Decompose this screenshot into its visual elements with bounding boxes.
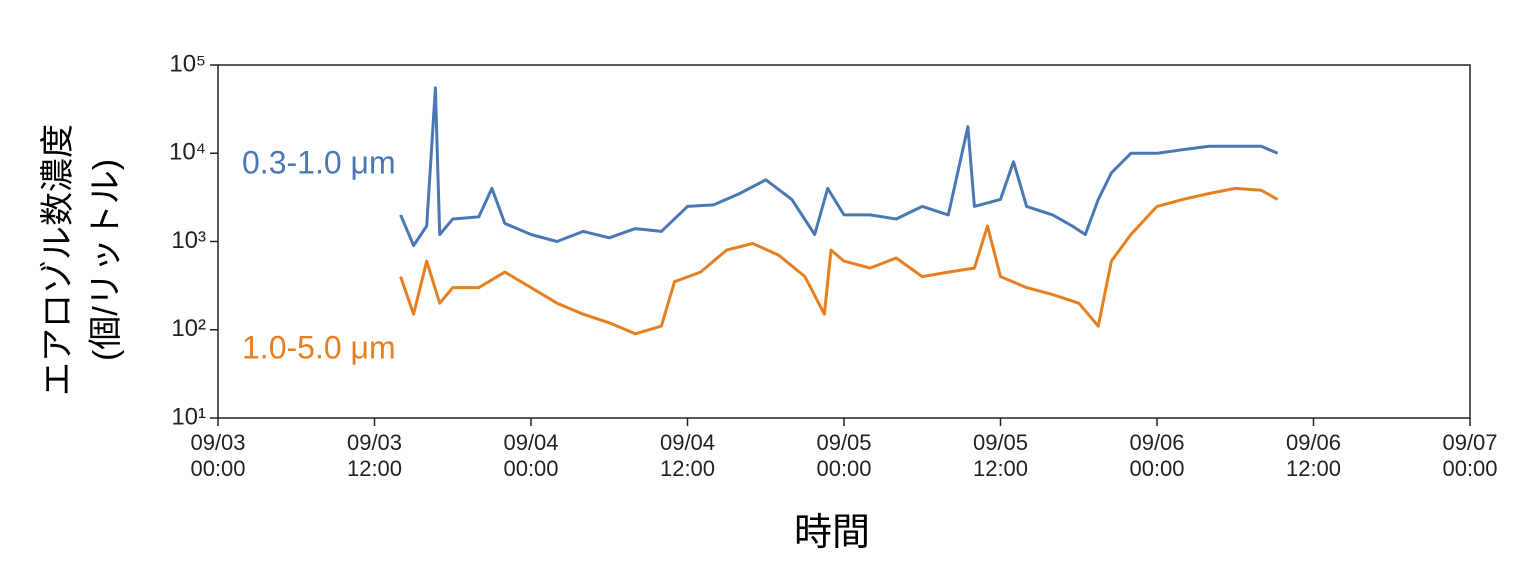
series-label: 1.0-5.0 μm xyxy=(242,329,396,365)
y-tick-label: 10² xyxy=(171,315,206,342)
y-tick-label: 10¹ xyxy=(171,403,206,430)
series-label: 0.3-1.0 μm xyxy=(242,144,396,180)
plot-frame xyxy=(217,64,1471,419)
x-tick-label: 09/04 12:00 xyxy=(659,430,716,481)
x-axis-label: 時間 xyxy=(794,512,870,554)
x-tick-label: 09/06 12:00 xyxy=(1285,430,1342,481)
x-tick-label: 09/05 00:00 xyxy=(816,430,872,481)
x-tick-label: 09/05 12:00 xyxy=(972,430,1029,481)
x-tick-label: 09/07 00:00 xyxy=(1442,430,1498,481)
y-tick-label: 10³ xyxy=(171,227,206,254)
x-tick-label: 09/03 12:00 xyxy=(346,430,403,481)
x-tick-label: 09/04 00:00 xyxy=(503,430,559,481)
y-axis-label: (個/リットル) xyxy=(87,159,125,361)
x-tick-label: 09/06 00:00 xyxy=(1129,430,1185,481)
x-tick-label: 09/03 00:00 xyxy=(190,430,246,481)
y-axis-label: エアロゾル数濃度 xyxy=(39,124,77,396)
series-line xyxy=(399,186,1279,336)
series-line xyxy=(399,86,1279,247)
y-tick-label: 10⁵ xyxy=(169,50,206,77)
y-tick-label: 10⁴ xyxy=(169,139,206,166)
